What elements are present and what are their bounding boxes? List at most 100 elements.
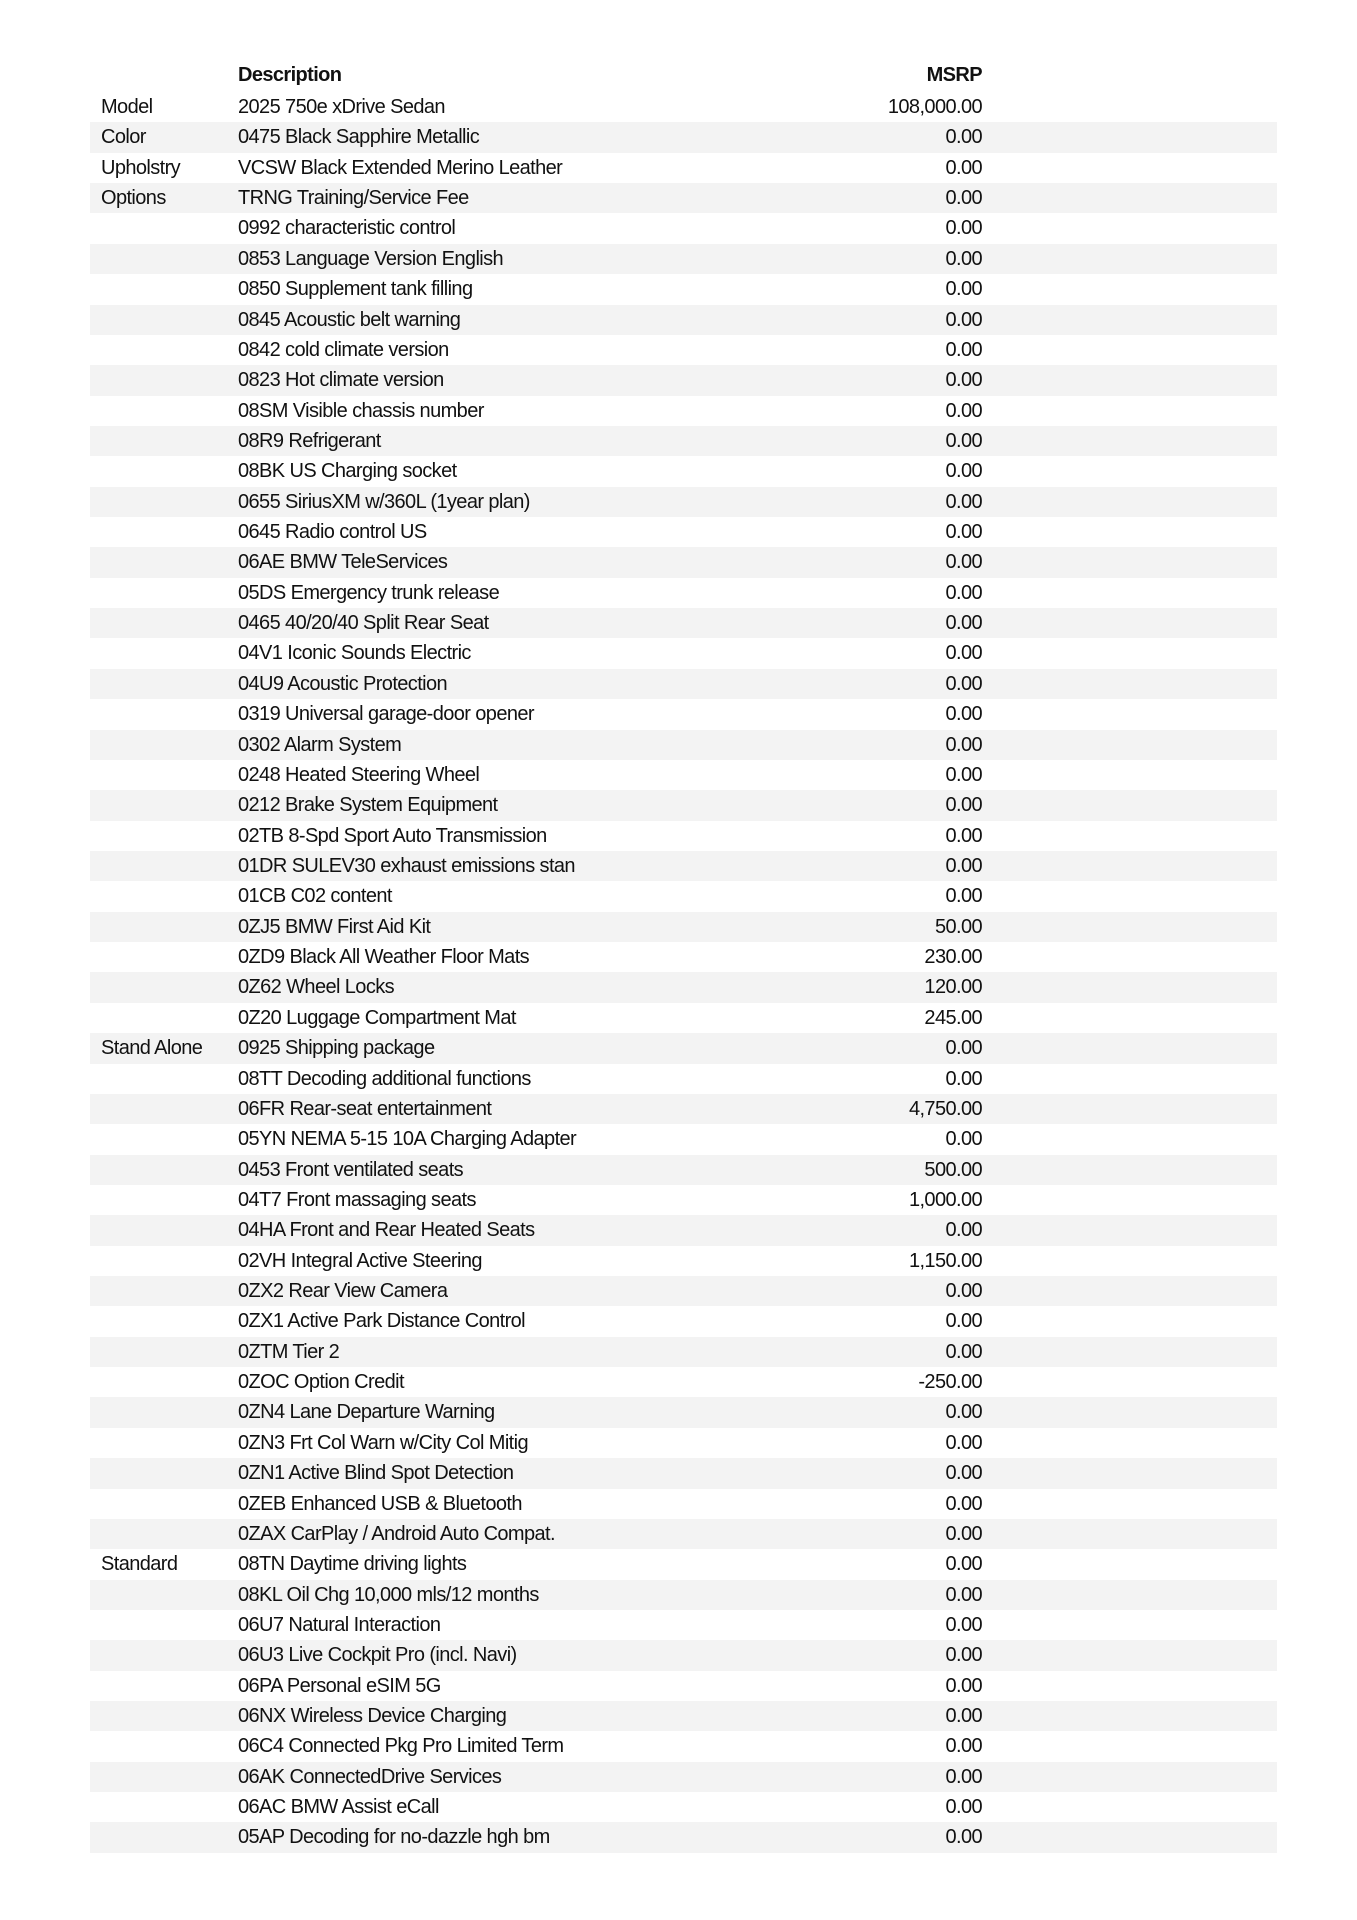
row-description: 0ZN4 Lane Departure Warning xyxy=(238,1401,495,1424)
row-description: 01CB C02 content xyxy=(238,885,392,908)
table-row: 0655 SiriusXM w/360L (1year plan) 0.00 xyxy=(90,486,1277,518)
row-description: 08KL Oil Chg 10,000 mls/12 months xyxy=(238,1583,539,1606)
row-description: 08TT Decoding additional functions xyxy=(238,1067,531,1090)
row-msrp: 0.00 xyxy=(945,490,982,513)
table-row: 0845 Acoustic belt warning 0.00 xyxy=(90,304,1277,335)
row-msrp: 0.00 xyxy=(945,854,982,877)
table-row: 0ZJ5 BMW First Aid Kit 50.00 xyxy=(90,911,1277,943)
row-msrp: 0.00 xyxy=(945,1037,982,1060)
row-msrp: 0.00 xyxy=(945,1462,982,1485)
row-description: 04T7 Front massaging seats xyxy=(238,1188,476,1211)
table-row: 08R9 Refrigerant 0.00 xyxy=(90,425,1277,457)
table-row: 08BK US Charging socket 0.00 xyxy=(90,456,1277,486)
table-row: 0Z20 Luggage Compartment Mat 245.00 xyxy=(90,1003,1277,1033)
row-msrp: -250.00 xyxy=(918,1371,982,1394)
row-description: 0Z20 Luggage Compartment Mat xyxy=(238,1006,516,1029)
table-row: 0853 Language Version English 0.00 xyxy=(90,243,1277,275)
row-msrp: 0.00 xyxy=(945,1219,982,1242)
row-description: 06C4 Connected Pkg Pro Limited Term xyxy=(238,1735,564,1758)
row-msrp: 0.00 xyxy=(945,672,982,695)
row-description: 02TB 8-Spd Sport Auto Transmission xyxy=(238,824,547,847)
table-row: 08TT Decoding additional functions 0.00 xyxy=(90,1064,1277,1094)
row-msrp: 0.00 xyxy=(945,156,982,179)
row-msrp: 0.00 xyxy=(945,308,982,331)
row-description: 0842 cold climate version xyxy=(238,338,449,361)
table-row: 0ZX1 Active Park Distance Control 0.00 xyxy=(90,1306,1277,1336)
row-category: Model xyxy=(101,96,153,118)
row-msrp: 0.00 xyxy=(945,1613,982,1636)
table-row: 0302 Alarm System 0.00 xyxy=(90,729,1277,760)
row-description: 06U7 Natural Interaction xyxy=(238,1613,441,1636)
row-description: 0ZOC Option Credit xyxy=(238,1371,405,1394)
table-row: Standard 08TN Daytime driving lights 0.00 xyxy=(90,1549,1277,1579)
row-description: 0465 40/20/40 Split Rear Seat xyxy=(238,612,489,635)
row-msrp: 0.00 xyxy=(945,126,982,149)
table-row: 0645 Radio control US 0.00 xyxy=(90,517,1277,547)
row-description: 0ZX2 Rear View Camera xyxy=(238,1280,448,1303)
row-description: 0925 Shipping package xyxy=(238,1037,435,1060)
table-row: 06AE BMW TeleServices 0.00 xyxy=(90,547,1277,578)
row-msrp: 0.00 xyxy=(945,1826,982,1849)
table-row: 0ZN3 Frt Col Warn w/City Col Mitig 0.00 xyxy=(90,1428,1277,1458)
row-msrp: 500.00 xyxy=(924,1158,982,1181)
row-description: 0823 Hot climate version xyxy=(238,369,444,392)
row-description: 0475 Black Sapphire Metallic xyxy=(238,126,480,149)
row-msrp: 0.00 xyxy=(945,1128,982,1151)
table-row: 06NX Wireless Device Charging 0.00 xyxy=(90,1701,1277,1732)
row-description: 06U3 Live Cockpit Pro (incl. Navi) xyxy=(238,1644,517,1667)
row-msrp: 0.00 xyxy=(945,794,982,817)
row-msrp: 0.00 xyxy=(945,763,982,786)
row-description: 08SM Visible chassis number xyxy=(238,399,484,422)
row-description: 0ZJ5 BMW First Aid Kit xyxy=(238,915,431,938)
table-row: 04T7 Front massaging seats 1,000.00 xyxy=(90,1185,1277,1215)
table-row: 0850 Supplement tank filling 0.00 xyxy=(90,274,1277,304)
row-msrp: 0.00 xyxy=(945,1735,982,1758)
table-row: 0453 Front ventilated seats 500.00 xyxy=(90,1154,1277,1185)
row-category: Options xyxy=(101,187,166,210)
row-msrp: 0.00 xyxy=(945,642,982,665)
row-description: 04V1 Iconic Sounds Electric xyxy=(238,642,471,665)
row-msrp: 0.00 xyxy=(945,217,982,240)
table-row: 0ZX2 Rear View Camera 0.00 xyxy=(90,1276,1277,1307)
table-row: 0ZN1 Active Blind Spot Detection 0.00 xyxy=(90,1458,1277,1489)
row-msrp: 0.00 xyxy=(945,1401,982,1424)
row-msrp: 1,150.00 xyxy=(908,1249,983,1272)
row-description: 0655 SiriusXM w/360L (1year plan) xyxy=(238,490,530,513)
row-msrp: 0.00 xyxy=(945,703,982,726)
table-row: 0ZTM Tier 2 0.00 xyxy=(90,1336,1277,1368)
row-description: 0853 Language Version English xyxy=(238,247,504,270)
row-msrp: 0.00 xyxy=(945,581,982,604)
row-msrp: 0.00 xyxy=(945,1765,982,1788)
table-row: 06AK ConnectedDrive Services 0.00 xyxy=(90,1761,1277,1793)
row-category: Upholstry xyxy=(101,156,181,179)
row-msrp: 108,000.00 xyxy=(887,96,983,118)
row-category: Color xyxy=(101,126,146,149)
row-category: Stand Alone xyxy=(101,1037,203,1060)
row-description: 0992 characteristic control xyxy=(238,217,456,240)
row-description: 0850 Supplement tank filling xyxy=(238,278,473,301)
column-header-description: Description xyxy=(238,64,342,86)
row-msrp: 0.00 xyxy=(945,460,982,483)
table-row: 0842 cold climate version 0.00 xyxy=(90,335,1277,365)
column-header-msrp: MSRP xyxy=(926,64,983,86)
table-row: 02VH Integral Active Steering 1,150.00 xyxy=(90,1246,1277,1276)
row-msrp: 0.00 xyxy=(945,1705,982,1728)
table-row: 0ZEB Enhanced USB & Bluetooth 0.00 xyxy=(90,1489,1277,1519)
row-msrp: 0.00 xyxy=(945,399,982,422)
table-row: 04U9 Acoustic Protection 0.00 xyxy=(90,668,1277,700)
table-row: 06C4 Connected Pkg Pro Limited Term 0.00 xyxy=(90,1731,1277,1761)
table-row: 0465 40/20/40 Split Rear Seat 0.00 xyxy=(90,608,1277,639)
table-row: Options TRNG Training/Service Fee 0.00 xyxy=(90,183,1277,214)
table-row: 06FR Rear-seat entertainment 4,750.00 xyxy=(90,1093,1277,1125)
row-msrp: 0.00 xyxy=(945,338,982,361)
row-description: 0212 Brake System Equipment xyxy=(238,794,498,817)
table-row: 01CB C02 content 0.00 xyxy=(90,881,1277,911)
row-msrp: 0.00 xyxy=(945,429,982,452)
table-row: 0212 Brake System Equipment 0.00 xyxy=(90,790,1277,821)
table-row: 08KL Oil Chg 10,000 mls/12 months 0.00 xyxy=(90,1579,1277,1610)
row-msrp: 0.00 xyxy=(945,1553,982,1576)
table-row: 05YN NEMA 5-15 10A Charging Adapter 0.00 xyxy=(90,1124,1277,1154)
row-msrp: 0.00 xyxy=(945,1796,982,1819)
table-row: 0ZOC Option Credit -250.00 xyxy=(90,1367,1277,1397)
row-msrp: 0.00 xyxy=(945,369,982,392)
